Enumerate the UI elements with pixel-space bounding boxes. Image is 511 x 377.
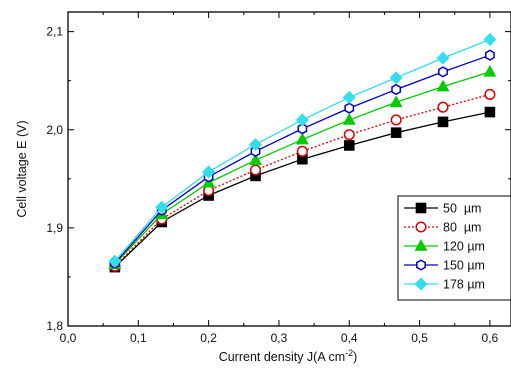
legend-item: 178 µm: [404, 277, 485, 292]
data-point: [296, 145, 308, 157]
x-axis-title-end: ): [353, 350, 357, 364]
axis-tick-labels: 0,0 0,1 0,2 0,3 0,4 0,5 0,6 1,8 1,9 2,0 2,1: [46, 25, 498, 345]
data-point: [202, 165, 216, 179]
legend-label: 120 µm: [443, 240, 485, 254]
data-point: [342, 90, 356, 104]
data-point: [249, 137, 263, 151]
data-point: [389, 95, 403, 108]
data-point: [390, 114, 402, 126]
x-tick-label: 0,5: [411, 331, 428, 345]
data-point: [436, 79, 450, 92]
legend-label: 150 µm: [443, 259, 485, 273]
y-tick-label: 2,1: [46, 25, 63, 39]
legend-marker: [414, 277, 428, 291]
data-point: [437, 101, 449, 113]
x-tick-label: 0,2: [200, 331, 217, 345]
data-point: [295, 132, 309, 145]
legend-marker: [414, 239, 428, 251]
legend-label: 178 µm: [443, 278, 485, 292]
x-axis-title-superscript: -2: [345, 348, 353, 358]
series-5: [108, 32, 497, 268]
data-point: [484, 88, 496, 100]
x-tick-label: 0,1: [130, 331, 147, 345]
data-point: [485, 49, 495, 61]
data-point: [390, 127, 402, 138]
y-tick-label: 1,8: [46, 319, 63, 333]
legend-item: 150 µm: [404, 259, 485, 273]
x-tick-label: 0,3: [271, 331, 288, 345]
data-point: [297, 123, 308, 135]
legend-label: 80 µm: [443, 221, 481, 235]
axis-ticks: [67, 12, 511, 327]
data-point: [343, 140, 355, 151]
legend-item: 50 µm: [404, 202, 481, 216]
data-point: [389, 71, 403, 85]
data-point: [155, 200, 169, 214]
data-point: [249, 153, 262, 165]
x-tick-label: 0,6: [482, 331, 499, 345]
y-axis-title: Cell voltage E (V): [15, 120, 29, 217]
plot-frame: [67, 11, 511, 327]
legend-marker: [415, 202, 427, 214]
x-axis-title-main: Current density J(A cm: [219, 350, 345, 364]
x-axis-title: Current density J(A cm-2): [219, 348, 358, 364]
series-layer: [108, 32, 497, 273]
data-point: [437, 116, 449, 128]
y-tick-label: 1,9: [46, 221, 63, 235]
legend: 50 µm 80 µm 120 µm 150 µm 178 µm: [397, 195, 511, 301]
data-point: [342, 113, 356, 125]
data-point: [438, 66, 448, 78]
legend-marker: [416, 259, 426, 271]
data-point: [344, 102, 355, 114]
data-point: [108, 254, 122, 268]
legend-label: 50 µm: [443, 202, 481, 216]
data-point: [483, 65, 497, 77]
data-point: [295, 113, 309, 127]
data-point: [343, 129, 355, 141]
data-point: [249, 164, 262, 176]
legend-item: 80 µm: [404, 221, 481, 235]
data-point: [484, 106, 496, 118]
data-point: [483, 32, 497, 46]
series-line: [114, 93, 491, 267]
y-tick-label: 2,0: [46, 123, 63, 137]
legend-marker: [415, 221, 427, 233]
data-point: [391, 83, 402, 96]
data-point: [250, 145, 261, 158]
x-tick-label: 0,4: [341, 331, 358, 345]
x-tick-label: 0,0: [60, 331, 77, 345]
legend-item: 120 µm: [404, 239, 485, 254]
data-point: [436, 51, 450, 65]
